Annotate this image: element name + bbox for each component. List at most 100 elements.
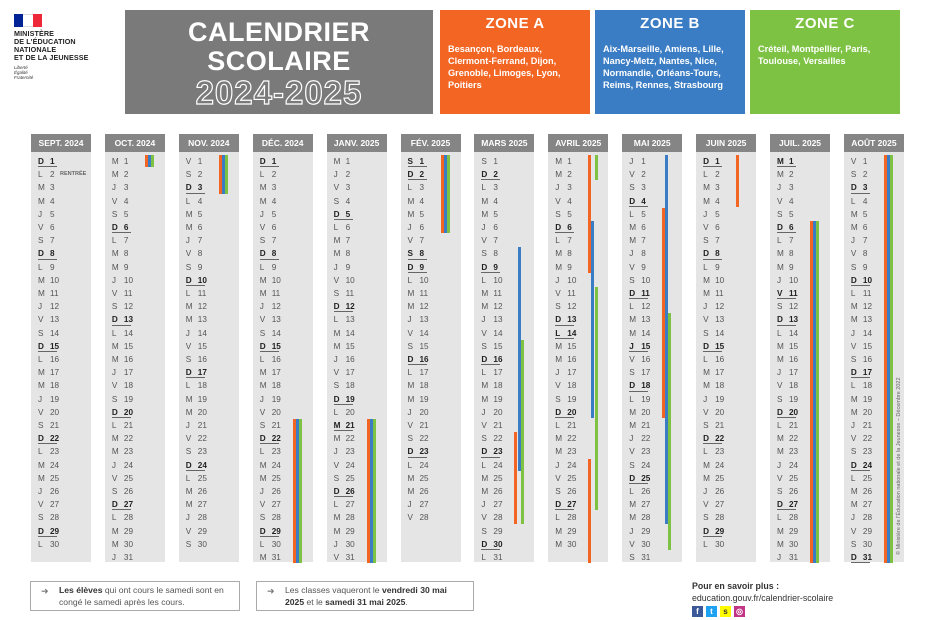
day-row: S 26 [770,485,830,498]
day-row: M 29 [548,525,608,538]
day-letter: M [481,487,489,496]
day-letter: V [111,473,118,483]
day-letter: L [777,421,782,430]
month-column: MAI 2025 J 1 V 2 S 3 D 4 L 5 M 6 M 7 J 8 V 9 S 10 D 11 L 12 M 13 M 1… [622,134,683,562]
day-number: 16 [641,355,651,364]
vacation-bar-zone-c [372,419,376,564]
day-letter: M [555,157,563,166]
day-letter: J [407,500,412,510]
more-info-link[interactable]: education.gouv.fr/calendrier-scolaire [692,593,834,603]
day-row: D 10 [844,274,904,287]
day-letter: D [333,209,340,219]
day-row: D 23 [401,445,461,458]
day-letter: M [481,394,489,404]
day-number: 13 [271,315,281,325]
day-number: 13 [567,315,577,325]
day-letter: L [259,170,265,180]
day-letter: M [703,381,710,391]
day-letter: M [407,473,415,483]
day-letter: M [259,460,267,470]
day-number: 13 [493,315,503,325]
day-letter: V [111,381,118,391]
day-letter: S [481,434,487,444]
day-number: 23 [345,447,355,457]
day-number: 26 [493,487,503,496]
day-letter: M [111,341,119,351]
day-letter: V [185,341,192,351]
day-letter: D [38,434,44,444]
facebook-icon[interactable]: f [692,606,703,617]
day-row: L 17 [474,366,534,379]
day-row: L 18 [844,379,904,392]
day-row: D 16 [401,353,461,366]
day-row: M 26 [844,485,904,498]
day-row: J 28 [179,511,239,524]
day-number: 7 [197,236,203,246]
day-letter: V [38,500,44,510]
day-number: 17 [862,368,872,378]
day-row: M 26 [474,485,534,498]
day-row: V 14 [401,327,461,340]
snapchat-icon[interactable]: s [720,606,731,617]
day-number: 4 [789,196,794,206]
day-letter: S [333,473,340,483]
day-letter: J [333,447,338,457]
day-letter: D [777,407,783,417]
day-row: V 11 [105,287,165,300]
day-letter: L [111,328,117,338]
day-letter: S [555,394,561,404]
day-number: 15 [50,341,60,351]
day-row: S 12 [105,300,165,313]
day-number: 31 [789,553,799,562]
day-number: 16 [715,355,725,364]
day-row: M 16 [770,353,830,366]
day-number: 10 [197,275,207,285]
day-letter: D [111,500,118,510]
day-number: 14 [271,328,281,338]
day-row: J 27 [401,498,461,511]
day-letter: S [111,487,118,496]
day-row: L 30 [253,538,313,551]
day-number: 3 [641,183,646,193]
day-number: 18 [493,381,503,391]
day-number: 15 [271,341,281,351]
day-number: 28 [862,513,872,523]
day-letter: M [629,328,637,338]
day-letter: J [38,487,43,496]
day-row: S 21 [31,419,91,432]
instagram-icon[interactable]: ◎ [734,606,745,617]
day-number: 6 [123,223,129,232]
more-info-label: Pour en savoir plus : [692,581,780,591]
day-number: 1 [271,157,277,166]
day-letter: V [481,421,487,430]
day-letter: M [185,302,193,312]
day-number: 21 [641,421,651,430]
day-letter: J [703,209,708,219]
day-row: M 27 [179,498,239,511]
day-number: 21 [419,421,429,430]
day-row: S 23 [179,445,239,458]
day-letter: J [555,275,560,285]
day-letter: J [850,513,855,523]
day-row: V 28 [474,511,534,524]
day-number: 8 [493,249,498,259]
day-row: J 23 [327,445,387,458]
day-row: S 10 [622,274,682,287]
day-number: 16 [862,355,872,364]
day-row: M 19 [844,393,904,406]
day-letter: J [333,355,338,364]
twitter-icon[interactable]: t [706,606,717,617]
day-letter: M [38,368,45,378]
month-column: AOÛT 2025 V 1 S 2 D 3 L 4 M 5 M 6 J 7 V 8 S 9 D 10 L 11 M 12 M 13 J… [843,134,904,564]
